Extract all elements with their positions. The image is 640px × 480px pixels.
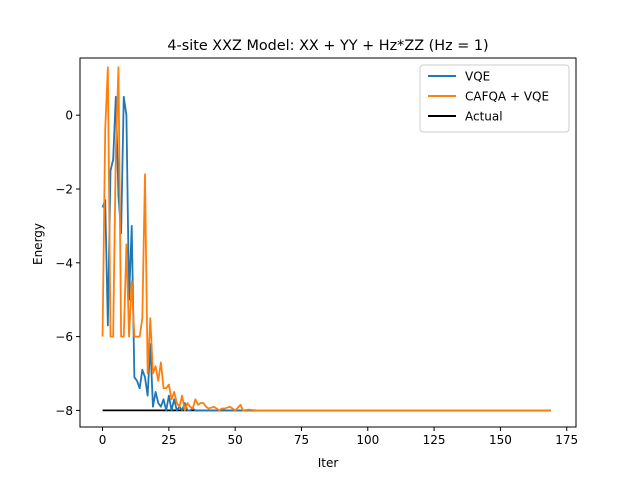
x-tick-label-3: 75 — [294, 433, 309, 447]
y-axis-label: Energy — [31, 223, 45, 265]
axes-layer: 0 25 50 75 100 125 150 175 −8 −6 −4 −2 0 — [55, 57, 578, 447]
x-tick-label-1: 25 — [161, 433, 176, 447]
legend-label-1: CAFQA + VQE — [465, 90, 549, 104]
x-tick-label-2: 50 — [228, 433, 243, 447]
x-tick-label-6: 150 — [489, 433, 512, 447]
legend-box — [419, 64, 570, 133]
series-line-1 — [101, 66, 551, 412]
x-axis-label: Iter — [318, 456, 339, 470]
series-layer — [101, 66, 551, 412]
legend-label-2: Actual — [465, 110, 503, 124]
y-tick-label-1: −6 — [55, 330, 73, 344]
y-tick-label-3: −2 — [55, 182, 73, 196]
x-tick-label-5: 125 — [423, 433, 446, 447]
y-tick-label-0: −8 — [55, 404, 73, 418]
y-tick-label-4: 0 — [65, 109, 73, 123]
series-line-0 — [101, 95, 551, 412]
x-tick-label-4: 100 — [356, 433, 379, 447]
legend: VQE CAFQA + VQE Actual — [419, 64, 570, 133]
plot-frame — [79, 57, 577, 428]
x-tick-label-0: 0 — [99, 433, 107, 447]
chart-title: 4-site XXZ Model: XX + YY + Hz*ZZ (Hz = … — [167, 38, 488, 54]
y-tick-label-2: −4 — [55, 256, 73, 270]
x-tick-label-7: 175 — [555, 433, 578, 447]
legend-label-0: VQE — [465, 70, 490, 84]
